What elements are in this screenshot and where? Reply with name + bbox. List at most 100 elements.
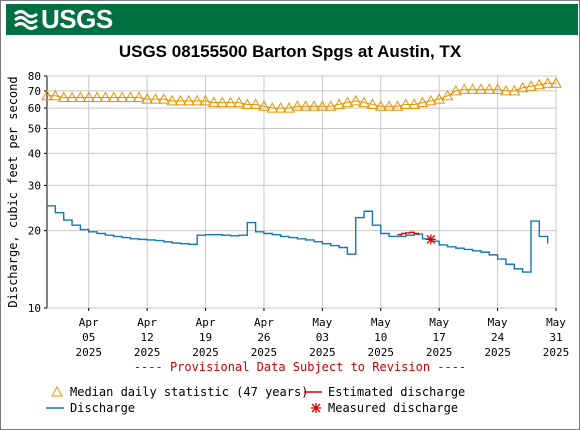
median-point xyxy=(299,100,312,111)
median-point xyxy=(483,83,496,94)
x-tick-label: 2025 xyxy=(484,346,511,359)
x-tick-label: May xyxy=(371,316,391,329)
median-point xyxy=(107,91,120,102)
median-point xyxy=(82,91,95,102)
legend: Median daily statistic (47 years) Estimat… xyxy=(46,385,465,415)
median-point xyxy=(349,94,362,106)
median-point xyxy=(66,91,78,102)
y-axis-label: Discharge, cubic feet per second xyxy=(6,76,20,307)
legend-entry: Estimated discharge xyxy=(304,385,465,399)
y-tick-label: 30 xyxy=(28,179,41,192)
median-point xyxy=(41,89,53,101)
x-tick-label: 05 xyxy=(82,331,95,344)
legend-entry: Discharge xyxy=(46,401,135,415)
legend-entry: Measured discharge xyxy=(311,401,458,415)
x-tick-label: 2025 xyxy=(134,346,161,359)
x-tick-label: 31 xyxy=(549,331,562,344)
median-point xyxy=(366,98,379,109)
legend-label: Discharge xyxy=(70,401,135,415)
x-tick-label: Apr xyxy=(137,316,157,329)
median-point xyxy=(408,98,420,109)
median-point xyxy=(57,91,70,102)
x-tick-label: Apr xyxy=(79,316,99,329)
y-tick-label: 10 xyxy=(28,302,41,315)
usgs-logo[interactable]: USGS xyxy=(14,6,113,33)
median-point xyxy=(216,96,229,108)
y-tick-label: 80 xyxy=(28,70,41,83)
x-tick-label: 2025 xyxy=(543,346,570,359)
x-tick-label: 2025 xyxy=(368,346,395,359)
median-point xyxy=(358,96,370,108)
median-point xyxy=(49,89,62,101)
median-point xyxy=(533,78,546,90)
median-point xyxy=(475,83,487,94)
legend-label: Measured discharge xyxy=(328,401,458,415)
measured-discharge-point xyxy=(425,234,436,245)
median-point xyxy=(291,100,304,111)
x-tick-label: May xyxy=(312,316,332,329)
median-point xyxy=(274,102,287,113)
median-point xyxy=(124,91,137,102)
median-point xyxy=(516,81,529,93)
x-axis-ticks: Apr 05 2025 Apr 12 2025 Apr 19 2025 Apr 26 2025 May 0… xyxy=(75,308,569,359)
median-point xyxy=(283,102,295,113)
median-point xyxy=(116,91,128,102)
median-point xyxy=(433,93,446,104)
x-tick-label: 2025 xyxy=(192,346,219,359)
median-point xyxy=(141,93,153,104)
grid-lines xyxy=(47,75,557,309)
x-tick-label: 03 xyxy=(316,331,329,344)
discharge-series-line xyxy=(47,205,549,273)
median-point xyxy=(441,89,454,101)
y-tick-label: 40 xyxy=(28,147,41,160)
median-point xyxy=(341,96,354,108)
legend-asterisk-symbol xyxy=(311,403,321,413)
median-point xyxy=(391,100,404,111)
x-tick-label: Apr xyxy=(196,316,216,329)
median-point xyxy=(91,91,103,102)
median-point xyxy=(258,100,270,111)
median-point xyxy=(500,84,512,96)
median-point xyxy=(424,94,437,106)
median-point xyxy=(508,84,521,96)
x-tick-label: 2025 xyxy=(426,346,453,359)
x-tick-label: May xyxy=(546,316,566,329)
median-point xyxy=(199,94,212,106)
estimated-discharge-line xyxy=(397,231,420,236)
median-point xyxy=(241,98,254,109)
median-point xyxy=(450,84,462,96)
x-tick-label: May xyxy=(488,316,508,329)
x-tick-label: 2025 xyxy=(75,346,102,359)
y-tick-label: 60 xyxy=(28,102,41,115)
median-point xyxy=(383,100,395,111)
median-point xyxy=(541,77,554,88)
x-tick-label: 19 xyxy=(199,331,212,344)
x-tick-label: 26 xyxy=(257,331,270,344)
median-point xyxy=(374,100,387,111)
usgs-logo-text: USGS xyxy=(41,4,113,34)
legend-entry: Median daily statistic (47 years) xyxy=(51,385,308,399)
median-point xyxy=(266,102,279,113)
x-tick-label: 17 xyxy=(433,331,446,344)
provisional-annotation: ---- Provisional Data Subject to Revisio… xyxy=(134,360,466,374)
x-tick-label: 10 xyxy=(374,331,387,344)
median-point xyxy=(191,94,204,106)
usgs-banner: USGS xyxy=(6,4,578,35)
usgs-wave-icon xyxy=(14,9,38,30)
median-point xyxy=(399,98,412,109)
median-point xyxy=(208,96,220,108)
y-tick-label: 20 xyxy=(28,225,41,238)
median-point xyxy=(132,91,145,102)
median-point xyxy=(149,93,162,104)
y-axis-ticks: 10 20 30 40 50 60 70 80 xyxy=(28,70,47,315)
median-point xyxy=(333,98,345,109)
median-point xyxy=(458,83,471,94)
median-series-line xyxy=(47,82,556,109)
series-layer xyxy=(41,77,562,273)
median-point xyxy=(416,96,429,108)
median-point xyxy=(491,83,504,94)
x-tick-label: 12 xyxy=(141,331,154,344)
median-point xyxy=(550,77,562,88)
median-point xyxy=(466,83,479,94)
